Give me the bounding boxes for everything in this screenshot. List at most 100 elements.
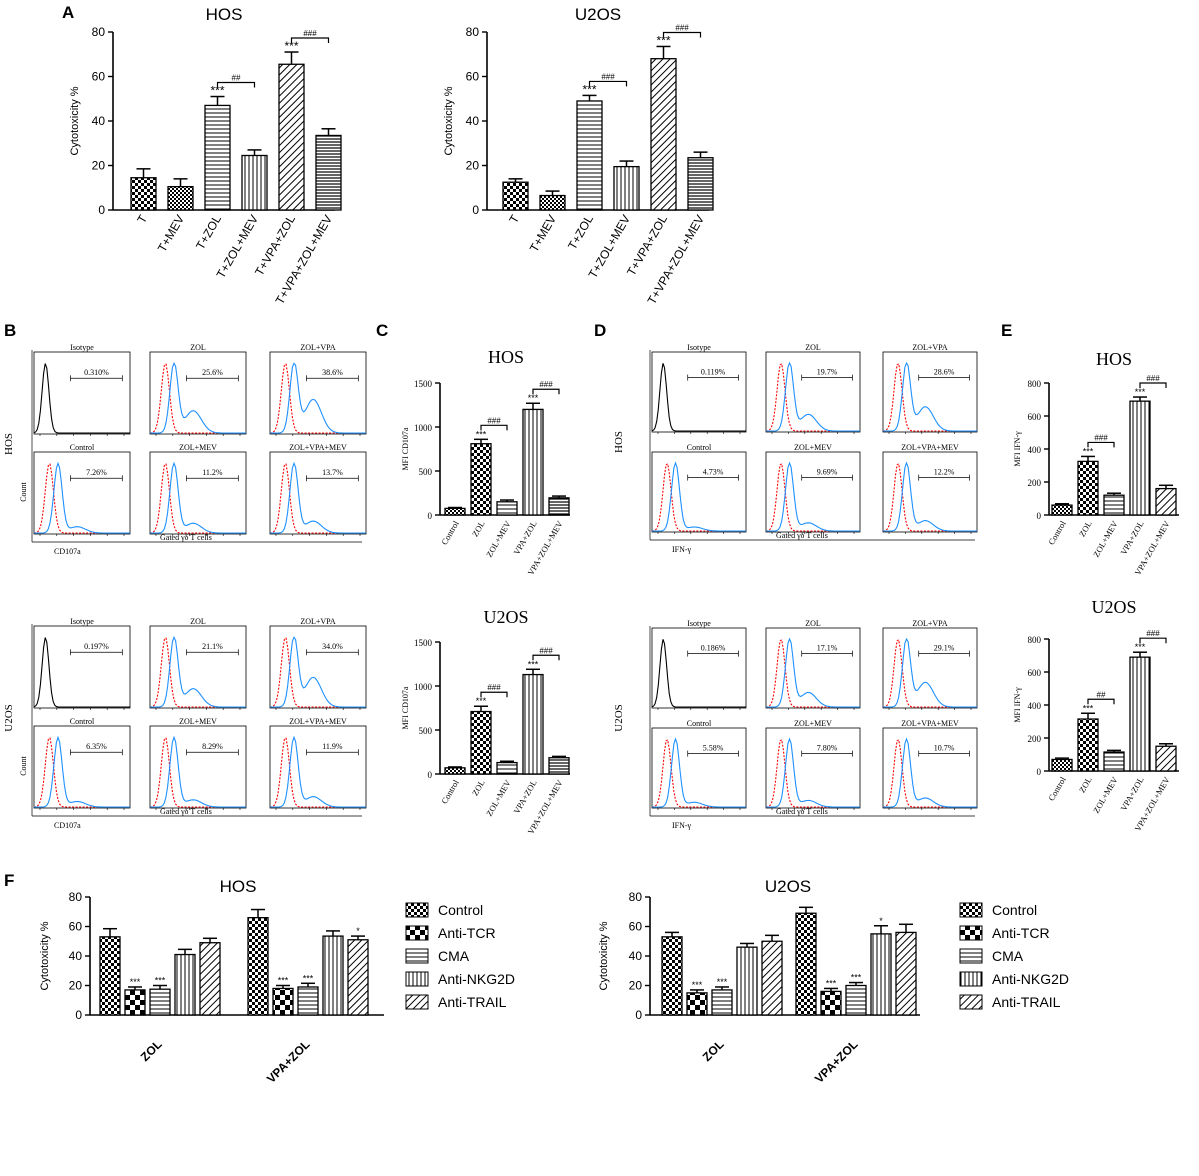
significance-marker: * bbox=[879, 916, 883, 926]
histogram-frame bbox=[765, 451, 861, 533]
x-tick-label: VPA+ZOL bbox=[1118, 519, 1145, 557]
y-tick-label: 800 bbox=[1028, 635, 1042, 645]
significance-marker: *** bbox=[528, 393, 539, 403]
histogram-frame bbox=[33, 351, 131, 435]
y-tick-label: 80 bbox=[69, 890, 83, 904]
histogram-label: ZOL+VPA bbox=[912, 619, 948, 628]
significance-marker: * bbox=[356, 926, 360, 936]
significance-marker: *** bbox=[476, 429, 487, 439]
bar bbox=[1051, 758, 1073, 772]
histogram-frame bbox=[269, 351, 367, 435]
histogram-label: ZOL+MEV bbox=[794, 443, 832, 452]
treated-histogram bbox=[150, 635, 246, 708]
comparison-bracket bbox=[588, 80, 628, 87]
histogram-frame bbox=[149, 625, 247, 709]
treated-histogram bbox=[652, 461, 746, 532]
comparison-marker: ## bbox=[1097, 690, 1106, 699]
x-tick-label: ZOL bbox=[1077, 775, 1094, 794]
bar bbox=[820, 990, 842, 1016]
y-tick-label: 0 bbox=[1037, 511, 1042, 521]
y-tick-label: 0 bbox=[635, 1008, 642, 1022]
legend-label: Anti-TRAIL bbox=[992, 994, 1061, 1010]
x-tick-label: T bbox=[134, 212, 150, 226]
bar bbox=[1155, 487, 1177, 516]
histogram-frame bbox=[765, 727, 861, 809]
treated-histogram bbox=[766, 737, 860, 808]
bar bbox=[1155, 745, 1177, 772]
histogram-label: Control bbox=[70, 443, 95, 452]
histogram-label: ZOL+MEV bbox=[179, 717, 217, 726]
control-histogram bbox=[269, 737, 366, 808]
treated-histogram bbox=[150, 461, 246, 534]
significance-marker: *** bbox=[210, 84, 224, 98]
significance-marker: *** bbox=[1135, 387, 1146, 397]
bar bbox=[130, 177, 157, 211]
x-tick-label: ZOL bbox=[138, 1037, 165, 1064]
bar bbox=[167, 185, 194, 211]
y-axis-label: MFI IFN-γ bbox=[1013, 687, 1022, 723]
histogram-frame bbox=[882, 727, 978, 809]
control-histogram bbox=[33, 737, 130, 808]
y-tick-label: 60 bbox=[92, 70, 106, 84]
x-tick-label: T+MEV bbox=[155, 213, 187, 255]
significance-marker: *** bbox=[528, 659, 539, 669]
y-tick-label: 400 bbox=[1028, 701, 1042, 711]
treated-histogram bbox=[766, 637, 860, 708]
comparison-marker: ### bbox=[1146, 374, 1160, 383]
gate-percentage: 19.7% bbox=[817, 368, 838, 377]
comparison-marker: ### bbox=[601, 72, 615, 81]
gate-percentage: 0.186% bbox=[701, 644, 726, 653]
bar bbox=[315, 134, 342, 211]
bar bbox=[661, 936, 683, 1016]
flow-gate-label: Gated γδ T cells bbox=[776, 807, 828, 816]
comparison-bracket bbox=[532, 654, 560, 661]
flow-count-label: Count bbox=[19, 481, 28, 501]
panel-letter-c: C bbox=[376, 321, 388, 340]
treated-histogram bbox=[883, 461, 977, 532]
gate-percentage: 5.58% bbox=[703, 744, 724, 753]
bar bbox=[247, 917, 269, 1016]
legend-swatch bbox=[405, 971, 429, 987]
bar bbox=[613, 165, 640, 211]
histogram-frame bbox=[651, 451, 747, 533]
histogram-frame bbox=[882, 627, 978, 709]
row-label: HOS bbox=[3, 433, 15, 455]
y-tick-label: 20 bbox=[466, 159, 480, 173]
chart-title: U2OS bbox=[765, 877, 811, 896]
y-axis-label: Cytotoxicity % bbox=[443, 86, 455, 155]
bar bbox=[124, 989, 146, 1016]
histogram-frame bbox=[765, 627, 861, 709]
histogram-label: Isotype bbox=[687, 619, 711, 628]
flow-count-label: Count bbox=[19, 755, 28, 775]
flow-histograms: Isotype 0.310% ZOL 25.6% ZOL+VPA 38.6% Control… bbox=[3, 343, 978, 830]
legend-swatch bbox=[405, 948, 429, 964]
treated-histogram bbox=[652, 737, 746, 808]
panel-letter-b: B bbox=[4, 321, 16, 340]
x-tick-label: VPA+ZOL bbox=[812, 1037, 861, 1086]
y-tick-label: 500 bbox=[419, 726, 433, 736]
bar bbox=[204, 104, 231, 211]
legend-swatch bbox=[959, 994, 983, 1010]
treated-histogram bbox=[766, 361, 860, 432]
y-tick-label: 200 bbox=[1028, 478, 1042, 488]
comparison-bracket bbox=[480, 691, 508, 698]
gate-percentage: 11.2% bbox=[202, 468, 223, 477]
bar bbox=[1077, 460, 1099, 516]
treated-histogram bbox=[34, 461, 130, 534]
control-histogram bbox=[149, 737, 246, 808]
chart-e-hos: 0 200 400 600 800 MFI IFN-γ HOS Control ZOLZOL+M… bbox=[1013, 349, 1179, 577]
comparison-bracket bbox=[290, 37, 330, 44]
histogram-label: ZOL+VPA+MEV bbox=[901, 719, 959, 728]
comparison-marker: ### bbox=[487, 683, 501, 692]
bar bbox=[1051, 504, 1073, 516]
y-tick-label: 40 bbox=[69, 949, 83, 963]
legend-label: Anti-TRAIL bbox=[438, 994, 507, 1010]
bar bbox=[1129, 656, 1151, 772]
legend-swatch bbox=[405, 994, 429, 1010]
gate-percentage: 9.69% bbox=[817, 468, 838, 477]
x-tick-label: ZOL bbox=[700, 1037, 727, 1064]
gate-percentage: 0.197% bbox=[84, 642, 109, 651]
histogram-label: ZOL bbox=[190, 617, 206, 626]
y-tick-label: 600 bbox=[1028, 412, 1042, 422]
